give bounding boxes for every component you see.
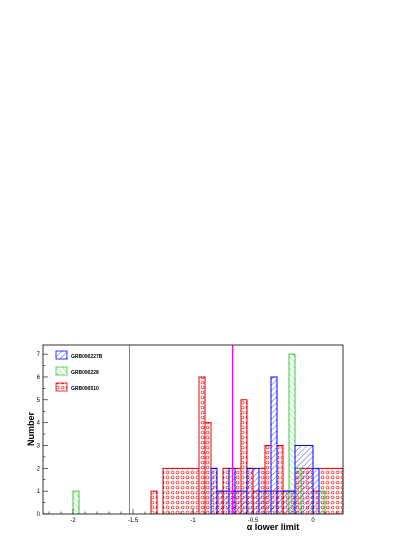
bar-grb090228 [319,491,325,514]
bar-grb090510 [151,491,157,514]
y-tick-label: 1 [37,489,41,495]
bar-grb090510 [265,445,271,514]
x-tick-label: 0 [311,518,315,524]
bar-grb090228 [73,491,79,514]
legend-swatch-grb090227b [55,350,68,360]
legend-swatch-grb090228 [55,366,68,376]
legend-label-grb090227b: GRB090227B [71,354,103,360]
bar-grb090227b [211,468,217,514]
x-tick-label: -0.5 [248,518,259,524]
y-tick-label: 6 [37,375,41,381]
x-axis-title: α lower limit [247,522,300,532]
legend-label-grb090228: GRB090228 [71,370,99,376]
outline-grb090228 [72,353,326,514]
legend-swatch-grb090510 [55,382,68,392]
y-tick-label: 4 [37,421,41,427]
bar-grb090227b [271,376,277,514]
y-tick-label: 0 [37,512,41,518]
y-tick-label: 5 [37,398,41,404]
y-tick-label: 7 [37,352,41,358]
x-tick-label: -1.5 [128,518,139,524]
bar-grb090510 [199,376,205,514]
x-tick-label: -1 [190,518,196,524]
y-tick-label: 3 [37,443,41,449]
x-tick-label: -2 [70,518,76,524]
bar-grb090228 [289,354,295,514]
legend-label-grb090510: GRB090510 [71,386,99,392]
bar-grb090510 [163,468,199,514]
bar-grb090227b [259,491,271,514]
plot-area [72,345,344,514]
bar-grb090227b [277,491,295,514]
bar-grb090510 [241,399,247,514]
bar-grb090227b [217,491,229,514]
bar-grb090510 [277,445,283,514]
axes: -2 -1.5 -1 -0.5 0 0 1 2 3 4 5 6 7 [37,344,344,524]
legend: GRB090227B GRB090228 GRB090510 [55,350,103,392]
bar-grb090227b [295,445,313,514]
y-axis-title: Number [26,412,36,447]
bar-grb090510 [205,422,211,514]
bar-grb090227b [235,491,247,514]
bar-grb090227b [313,468,319,514]
y-tick-label: 2 [37,466,41,472]
bar-grb090227b [247,468,259,514]
